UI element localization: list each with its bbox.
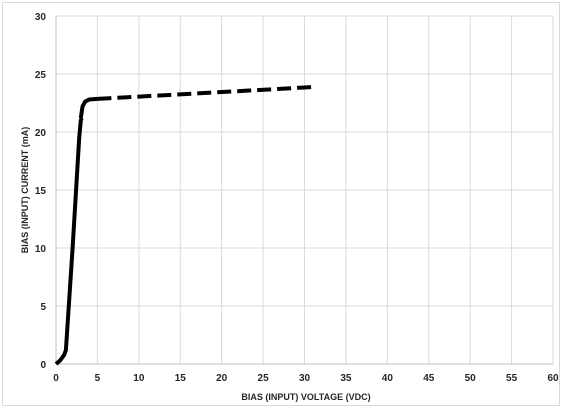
x-tick-label: 30 (299, 373, 311, 384)
series-line-3 (97, 84, 318, 101)
plot-area (55, 16, 553, 365)
y-axis-title: BIAS (INPUT) CURRENT (mA) (20, 127, 30, 254)
x-tick-label: 20 (216, 373, 228, 384)
y-tick-label: 30 (35, 12, 47, 23)
gridlines (55, 15, 554, 365)
series-line-1 (54, 117, 84, 366)
x-axis-title: BIAS (INPUT) VOLTAGE (VDC) (241, 392, 370, 402)
x-tick-labels: 0 5 10 15 20 25 30 35 40 45 50 55 60 (53, 373, 559, 384)
chart-frame (2, 2, 560, 406)
series-line-2 (78, 96, 98, 119)
x-tick-label: 50 (465, 373, 477, 384)
x-tick-label: 45 (423, 373, 435, 384)
x-tick-label: 60 (547, 373, 559, 384)
y-tick-label: 20 (35, 128, 47, 139)
y-tick-label: 25 (35, 70, 47, 81)
y-tick-label: 10 (35, 244, 47, 255)
series-layer (54, 84, 318, 366)
x-tick-label: 10 (133, 373, 145, 384)
y-tick-labels: 0 5 10 15 20 25 30 (35, 12, 47, 371)
x-tick-label: 0 (53, 373, 59, 384)
x-tick-label: 5 (95, 373, 101, 384)
x-tick-label: 25 (258, 373, 270, 384)
x-tick-label: 55 (506, 373, 518, 384)
x-tick-label: 15 (175, 373, 187, 384)
y-tick-label: 15 (35, 186, 47, 197)
y-tick-label: 5 (40, 302, 46, 313)
x-tick-label: 35 (340, 373, 352, 384)
y-tick-label: 0 (40, 360, 46, 371)
x-tick-label: 40 (382, 373, 394, 384)
